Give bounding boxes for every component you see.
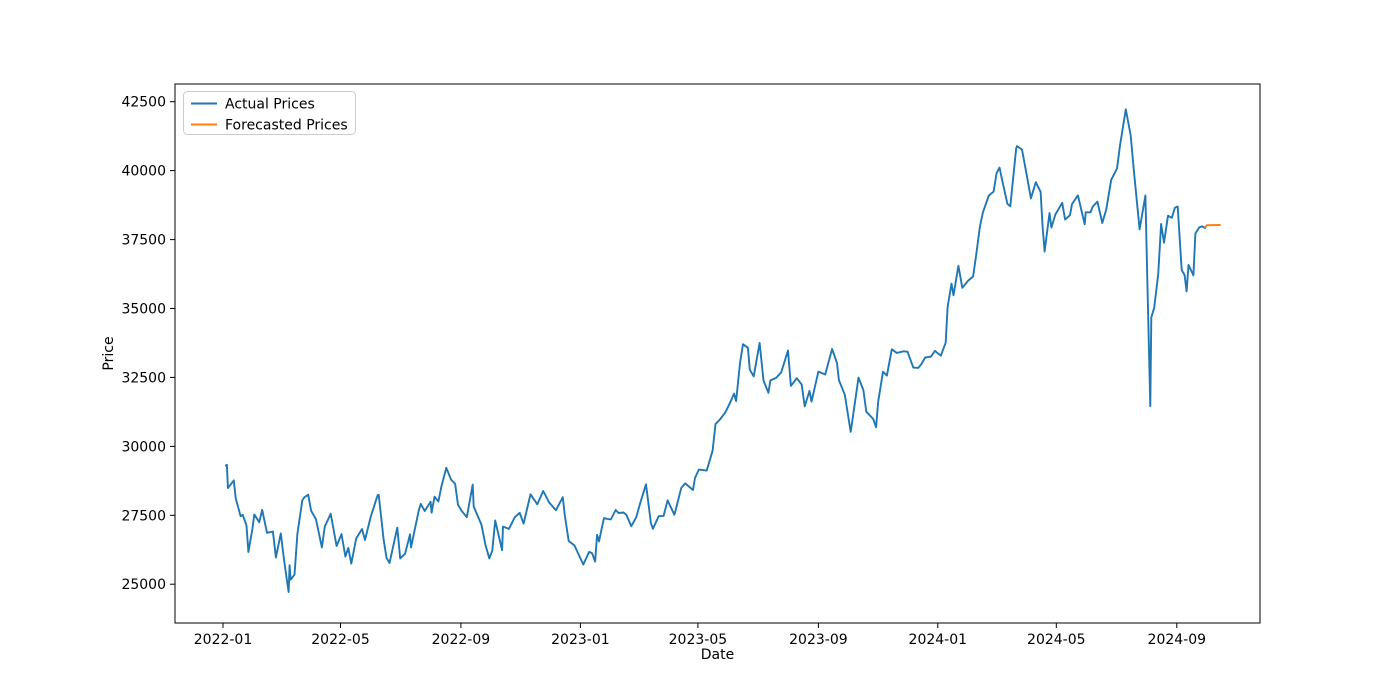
- plot-border: [174, 83, 1261, 624]
- y-tick-label: 40000: [121, 164, 166, 180]
- series-layer: [224, 108, 1221, 593]
- y-tick-label: 27500: [121, 508, 166, 524]
- axes-ticks: 2022-01 2022-05 2022-09 2023-01 2023-05 2023-…: [121, 95, 1206, 648]
- x-tick-label: 2023-09: [789, 632, 848, 648]
- y-tick-label: 32500: [121, 370, 166, 386]
- x-tick-label: 2024-09: [1148, 632, 1207, 648]
- x-tick-label: 2022-05: [311, 632, 370, 648]
- y-tick-label: 42500: [121, 95, 166, 111]
- y-tick-label: 35000: [121, 302, 166, 318]
- legend-box: [183, 91, 356, 135]
- y-tick-label: 30000: [121, 439, 166, 455]
- y-tick-label: 37500: [121, 233, 166, 249]
- x-tick-label: 2024-01: [909, 632, 968, 648]
- x-axis-label: Date: [701, 647, 734, 663]
- x-tick-label: 2023-01: [551, 632, 610, 648]
- legend-label-forecast: Forecasted Prices: [225, 118, 348, 134]
- x-tick-label: 2022-01: [194, 632, 253, 648]
- series-actual-prices: [224, 108, 1207, 593]
- series-forecasted-prices: [1204, 224, 1221, 229]
- y-axis-label: Price: [101, 336, 117, 370]
- legend-label-actual: Actual Prices: [225, 97, 315, 113]
- x-tick-label: 2024-05: [1027, 632, 1086, 648]
- x-tick-label: 2022-09: [432, 632, 491, 648]
- y-tick-label: 25000: [121, 577, 166, 593]
- legend: Actual Prices Forecasted Prices: [183, 91, 356, 135]
- x-tick-label: 2023-05: [669, 632, 728, 648]
